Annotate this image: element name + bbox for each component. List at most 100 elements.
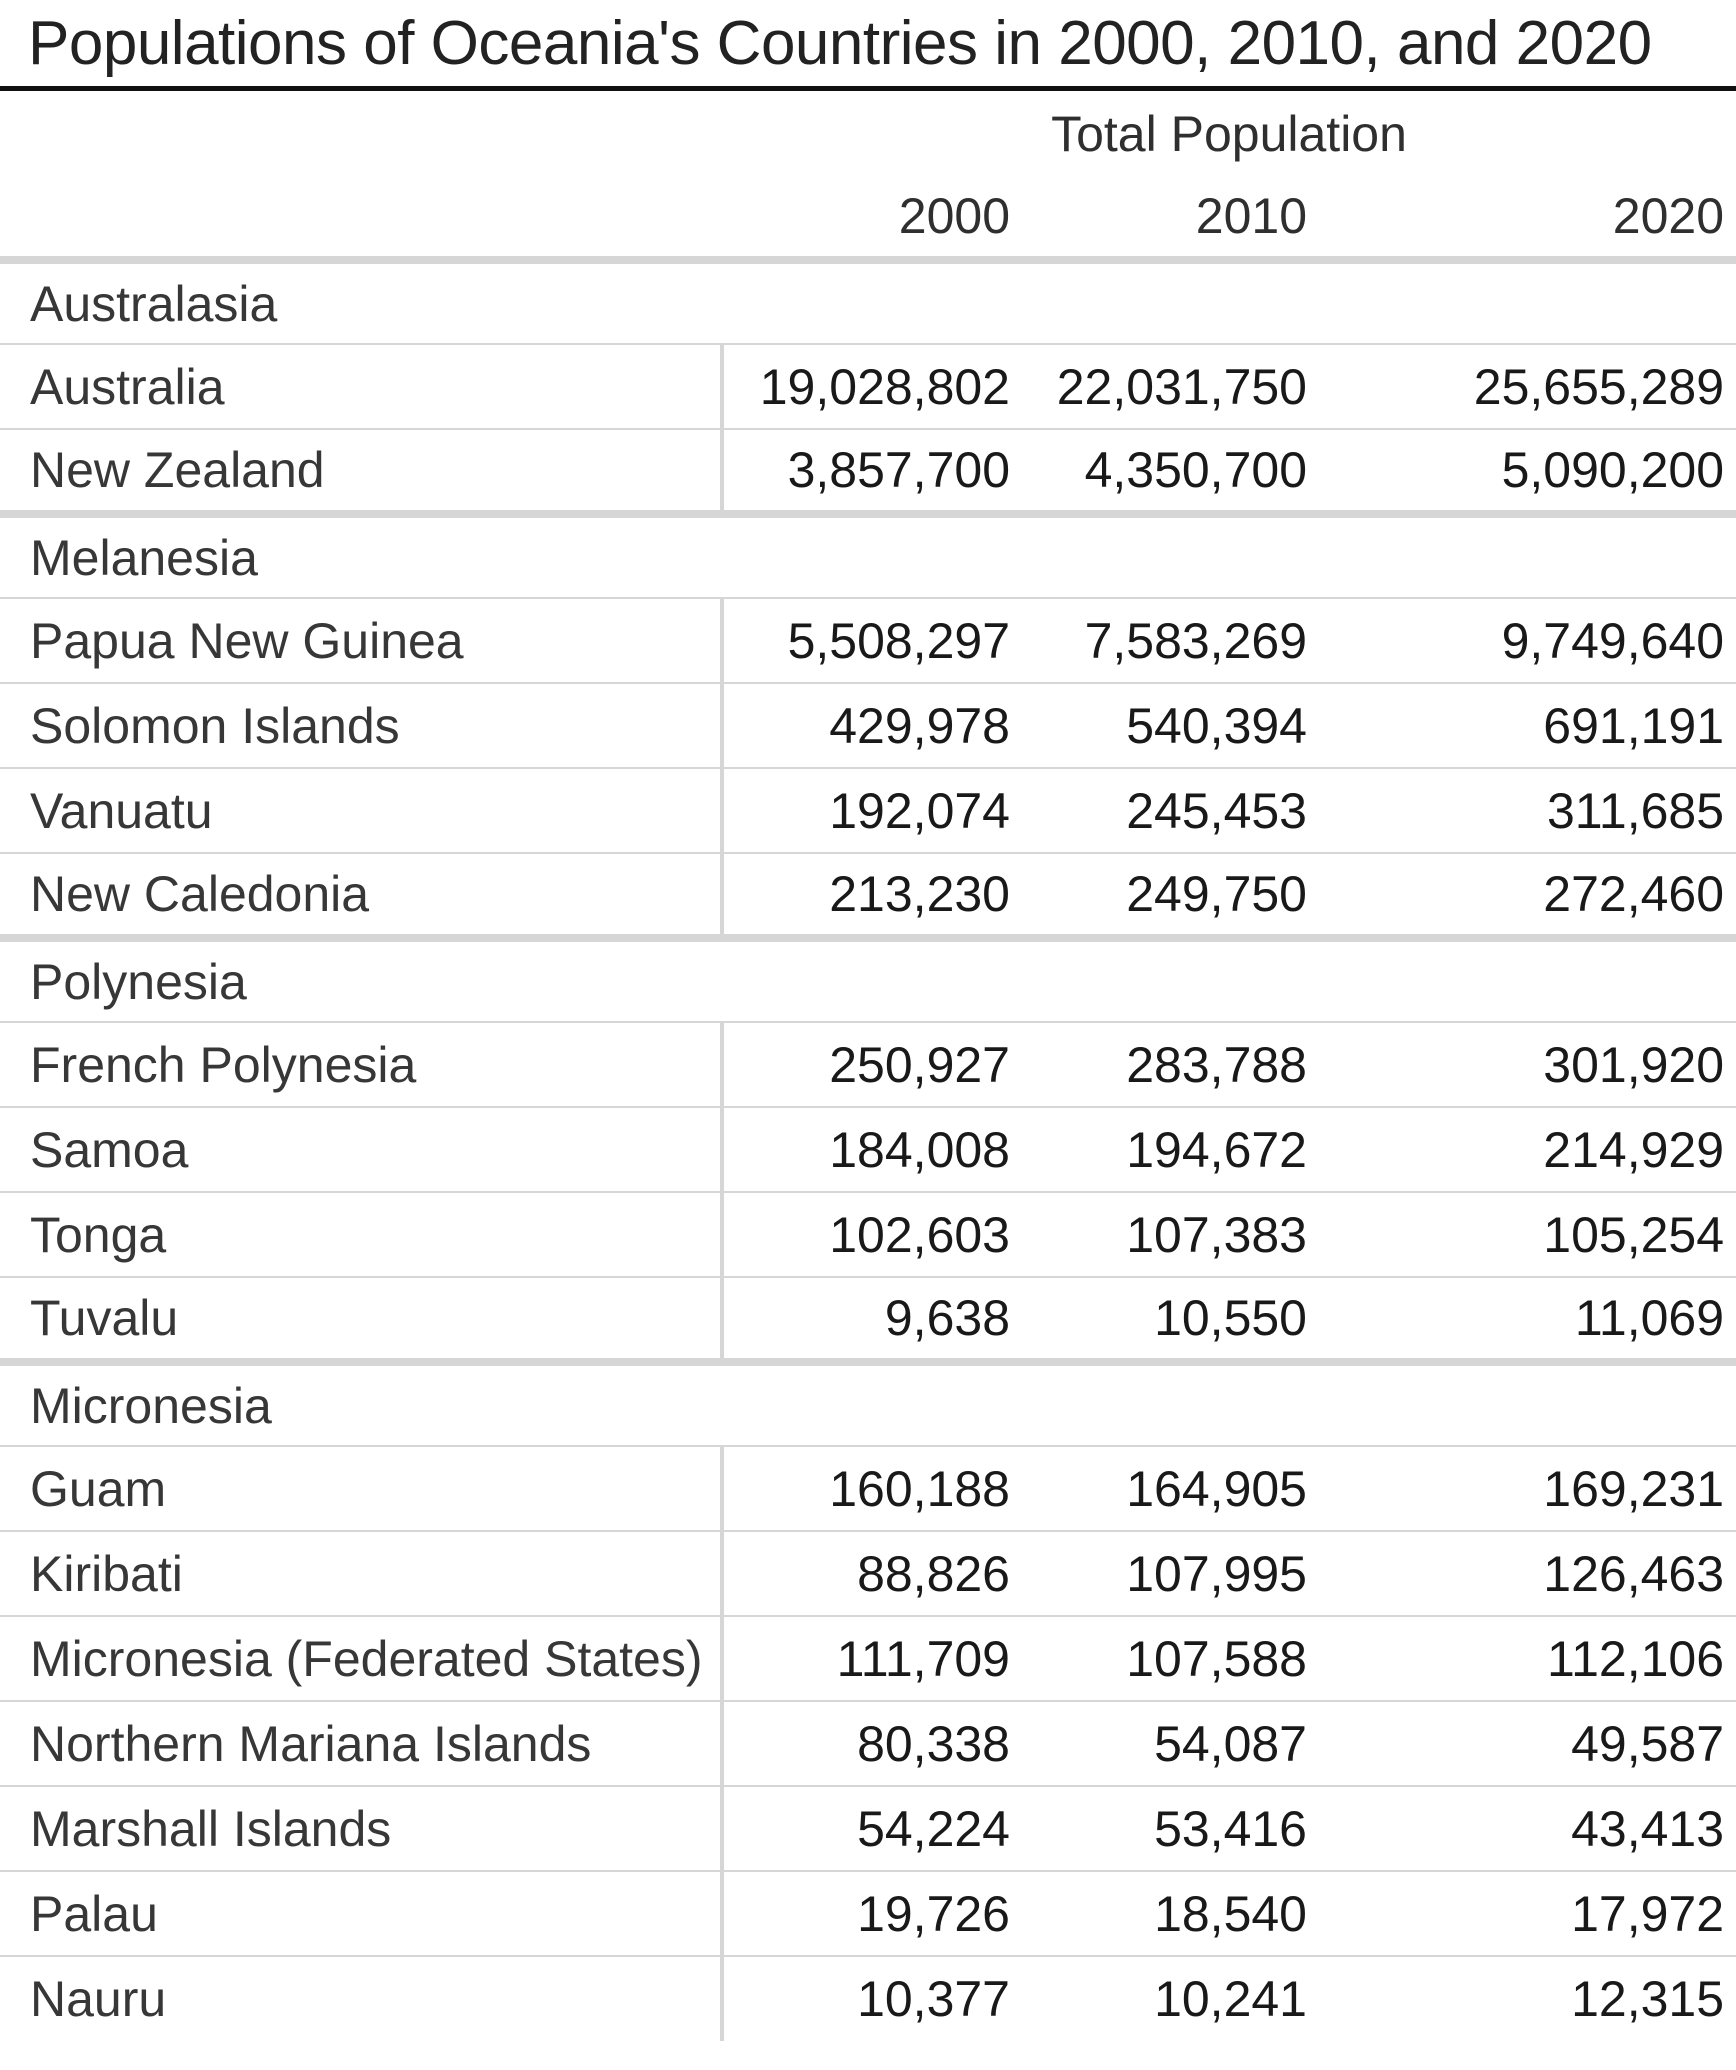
population-value: 25,655,289 — [1319, 343, 1736, 429]
table-row: French Polynesia 250,927 283,788 301,920 — [0, 1021, 1736, 1107]
population-value: 22,031,750 — [1022, 343, 1319, 429]
country-name: New Caledonia — [0, 852, 724, 938]
table-row: Kiribati 88,826 107,995 126,463 — [0, 1530, 1736, 1616]
country-name: Vanuatu — [0, 767, 724, 853]
section-header-row: Polynesia — [0, 934, 1736, 1023]
population-value: 11,069 — [1319, 1276, 1736, 1362]
population-value: 3,857,700 — [722, 428, 1022, 514]
population-value: 540,394 — [1022, 682, 1319, 768]
population-value: 53,416 — [1022, 1785, 1319, 1871]
population-value: 43,413 — [1319, 1785, 1736, 1871]
country-name: Samoa — [0, 1106, 724, 1192]
population-value: 54,224 — [722, 1785, 1022, 1871]
country-name: French Polynesia — [0, 1021, 724, 1107]
population-table: Total Population 2000 2010 2020 Australa… — [0, 91, 1736, 2041]
total-population-header: Total Population — [1051, 105, 1407, 162]
population-value: 17,972 — [1319, 1870, 1736, 1956]
population-value: 4,350,700 — [1022, 428, 1319, 514]
population-value: 184,008 — [722, 1106, 1022, 1192]
population-value: 9,638 — [722, 1276, 1022, 1362]
population-value: 194,672 — [1022, 1106, 1319, 1192]
population-value: 272,460 — [1319, 852, 1736, 938]
population-value: 7,583,269 — [1022, 597, 1319, 683]
population-value: 214,929 — [1319, 1106, 1736, 1192]
table-row: Solomon Islands 429,978 540,394 691,191 — [0, 682, 1736, 768]
table-row: Guam 160,188 164,905 169,231 — [0, 1445, 1736, 1531]
empty-corner-cell — [0, 176, 722, 260]
population-value: 5,508,297 — [722, 597, 1022, 683]
population-value: 10,241 — [1022, 1955, 1319, 2041]
population-value: 107,995 — [1022, 1530, 1319, 1616]
population-value: 107,383 — [1022, 1191, 1319, 1277]
country-name: Nauru — [0, 1955, 724, 2041]
year-header-2000: 2000 — [898, 188, 1010, 244]
population-value: 283,788 — [1022, 1021, 1319, 1107]
population-value: 250,927 — [722, 1021, 1022, 1107]
population-value: 213,230 — [722, 852, 1022, 938]
country-name: Kiribati — [0, 1530, 724, 1616]
population-value: 12,315 — [1319, 1955, 1736, 2041]
population-value: 54,087 — [1022, 1700, 1319, 1786]
population-value: 169,231 — [1319, 1445, 1736, 1531]
population-value: 111,709 — [722, 1615, 1022, 1701]
section-label: Micronesia — [0, 1358, 1736, 1447]
section-header-row: Australasia — [0, 256, 1736, 345]
table-row: Australia 19,028,802 22,031,750 25,655,289 — [0, 343, 1736, 429]
population-value: 10,377 — [722, 1955, 1022, 2041]
population-value: 311,685 — [1319, 767, 1736, 853]
country-name: Guam — [0, 1445, 724, 1531]
section-label: Australasia — [0, 256, 1736, 345]
table-row: Vanuatu 192,074 245,453 311,685 — [0, 767, 1736, 853]
country-name: Palau — [0, 1870, 724, 1956]
table-row: New Zealand 3,857,700 4,350,700 5,090,200 — [0, 428, 1736, 514]
population-value: 160,188 — [722, 1445, 1022, 1531]
table-row: Micronesia (Federated States) 111,709 107,… — [0, 1615, 1736, 1701]
table-row: Tuvalu 9,638 10,550 11,069 — [0, 1276, 1736, 1362]
empty-corner-cell — [0, 91, 722, 176]
population-value: 249,750 — [1022, 852, 1319, 938]
country-name: Micronesia (Federated States) — [0, 1615, 724, 1701]
table-row: Tonga 102,603 107,383 105,254 — [0, 1191, 1736, 1277]
population-value: 49,587 — [1319, 1700, 1736, 1786]
population-value: 691,191 — [1319, 682, 1736, 768]
country-name: Tonga — [0, 1191, 724, 1277]
years-header-row: 2000 2010 2020 — [0, 176, 1736, 260]
table-row: Northern Mariana Islands 80,338 54,087 49,5… — [0, 1700, 1736, 1786]
population-value: 105,254 — [1319, 1191, 1736, 1277]
country-name: Papua New Guinea — [0, 597, 724, 683]
population-value: 112,106 — [1319, 1615, 1736, 1701]
country-name: New Zealand — [0, 428, 724, 514]
country-name: Northern Mariana Islands — [0, 1700, 724, 1786]
population-value: 18,540 — [1022, 1870, 1319, 1956]
section-header-row: Melanesia — [0, 510, 1736, 599]
section-label: Melanesia — [0, 510, 1736, 599]
population-value: 164,905 — [1022, 1445, 1319, 1531]
title-underline-rule — [0, 86, 1736, 91]
table-row: Samoa 184,008 194,672 214,929 — [0, 1106, 1736, 1192]
population-value: 80,338 — [722, 1700, 1022, 1786]
population-value: 5,090,200 — [1319, 428, 1736, 514]
population-value: 102,603 — [722, 1191, 1022, 1277]
population-value: 107,588 — [1022, 1615, 1319, 1701]
title-bar: Populations of Oceania's Countries in 20… — [0, 0, 1736, 86]
population-value: 126,463 — [1319, 1530, 1736, 1616]
population-value: 88,826 — [722, 1530, 1022, 1616]
country-name: Marshall Islands — [0, 1785, 724, 1871]
population-value: 429,978 — [722, 682, 1022, 768]
group-header-row: Total Population — [0, 91, 1736, 176]
section-header-row: Micronesia — [0, 1358, 1736, 1447]
table-row: Palau 19,726 18,540 17,972 — [0, 1870, 1736, 1956]
country-name: Solomon Islands — [0, 682, 724, 768]
population-value: 19,726 — [722, 1870, 1022, 1956]
page-title: Populations of Oceania's Countries in 20… — [28, 8, 1652, 78]
population-value: 10,550 — [1022, 1276, 1319, 1362]
population-value: 245,453 — [1022, 767, 1319, 853]
table-body: Australasia Australia 19,028,802 22,031,750… — [0, 256, 1736, 2041]
table-row: Nauru 10,377 10,241 12,315 — [0, 1955, 1736, 2041]
section-label: Polynesia — [0, 934, 1736, 1023]
population-value: 9,749,640 — [1319, 597, 1736, 683]
table-row: Papua New Guinea 5,508,297 7,583,269 9,749,… — [0, 597, 1736, 683]
table-row: New Caledonia 213,230 249,750 272,460 — [0, 852, 1736, 938]
table-row: Marshall Islands 54,224 53,416 43,413 — [0, 1785, 1736, 1871]
